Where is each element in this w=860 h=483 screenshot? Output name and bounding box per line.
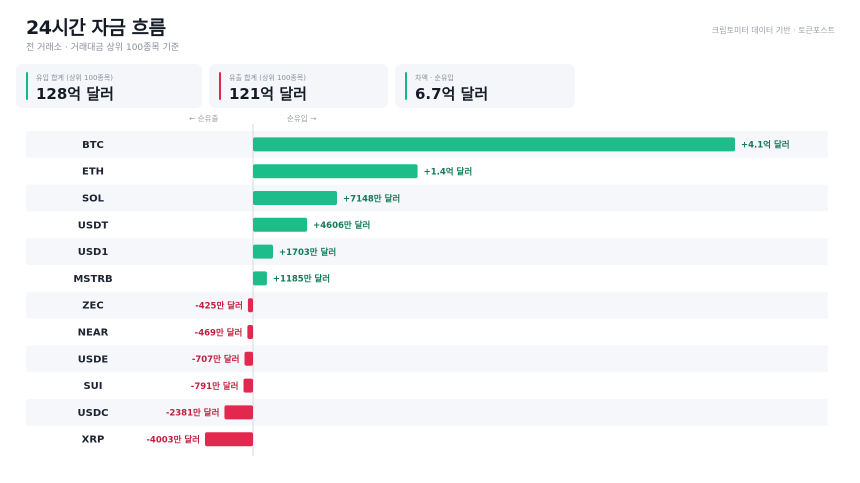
bar-usdt [253, 217, 308, 232]
row-stripe [26, 345, 828, 373]
category-label-usdt: USDT [78, 220, 109, 231]
category-label-usd1: USD1 [78, 247, 109, 258]
row-stripe [26, 131, 828, 158]
category-label-near: NEAR [78, 328, 109, 339]
bar-xrp [205, 432, 253, 447]
value-label-usdc: -2381만 달러 [166, 408, 220, 419]
category-label-mstrb: MSTRB [73, 274, 112, 285]
value-label-near: -469만 달러 [195, 327, 243, 338]
outflow-label: 유출 합계 (상위 100종목) [229, 74, 307, 82]
inflow-hint: 순유입 → [287, 114, 317, 123]
bar-mstrb [253, 271, 267, 286]
bar-near [247, 325, 253, 339]
bar-usdc [224, 405, 253, 420]
row-stripe [26, 238, 828, 265]
value-label-btc: +4.1억 달러 [741, 140, 790, 151]
value-label-sui: -791만 달러 [191, 381, 239, 392]
category-label-sui: SUI [83, 381, 102, 392]
bar-btc [253, 137, 735, 152]
bar-zec [247, 298, 253, 313]
bar-sol [253, 191, 338, 205]
row-stripe [26, 184, 828, 212]
category-label-sol: SOL [82, 194, 105, 205]
net-card: 차액 · 순유입 6.7억 달러 [395, 64, 575, 108]
value-label-mstrb: +1185만 달러 [273, 274, 330, 285]
outflow-hint: ← 순유출 [189, 114, 219, 123]
inflow-accent [26, 72, 28, 100]
row-stripe [26, 291, 828, 319]
outflow-card: 유출 합계 (상위 100종목) 121억 달러 [209, 64, 388, 108]
page-subtitle: 전 거래소 · 거래대금 상위 100종목 기준 [26, 43, 180, 53]
net-label: 차액 · 순유입 [415, 74, 454, 82]
category-label-eth: ETH [82, 167, 104, 178]
net-value: 6.7억 달러 [415, 85, 489, 103]
value-label-eth: +1.4억 달러 [424, 167, 473, 178]
net-accent [405, 72, 407, 100]
inflow-label: 유입 합계 (상위 100종목) [36, 74, 114, 82]
category-label-btc: BTC [82, 140, 104, 151]
inflow-value: 128억 달러 [36, 85, 114, 103]
value-label-usde: -707만 달러 [192, 354, 240, 365]
row-stripe [26, 399, 828, 426]
value-label-zec: -425만 달러 [195, 301, 243, 312]
page-title: 24시간 자금 흐름 [26, 17, 166, 39]
category-label-zec: ZEC [82, 301, 103, 312]
bar-usde [244, 351, 253, 366]
source-note: 크립토미터 데이터 기반 · 토큰포스트 [711, 26, 835, 35]
category-label-xrp: XRP [82, 435, 105, 446]
bar-sui [243, 378, 253, 393]
bar-eth [253, 164, 418, 179]
value-label-usd1: +1703만 달러 [279, 247, 336, 258]
outflow-accent [219, 72, 221, 100]
outflow-value: 121억 달러 [229, 85, 307, 103]
category-label-usde: USDE [78, 354, 109, 365]
value-label-usdt: +4606만 달러 [313, 220, 370, 231]
bar-usd1 [253, 244, 274, 259]
category-label-usdc: USDC [78, 408, 109, 419]
value-label-sol: +7148만 달러 [343, 193, 400, 204]
inflow-card: 유입 합계 (상위 100종목) 128억 달러 [16, 64, 202, 108]
value-label-xrp: -4003만 달러 [146, 435, 200, 446]
